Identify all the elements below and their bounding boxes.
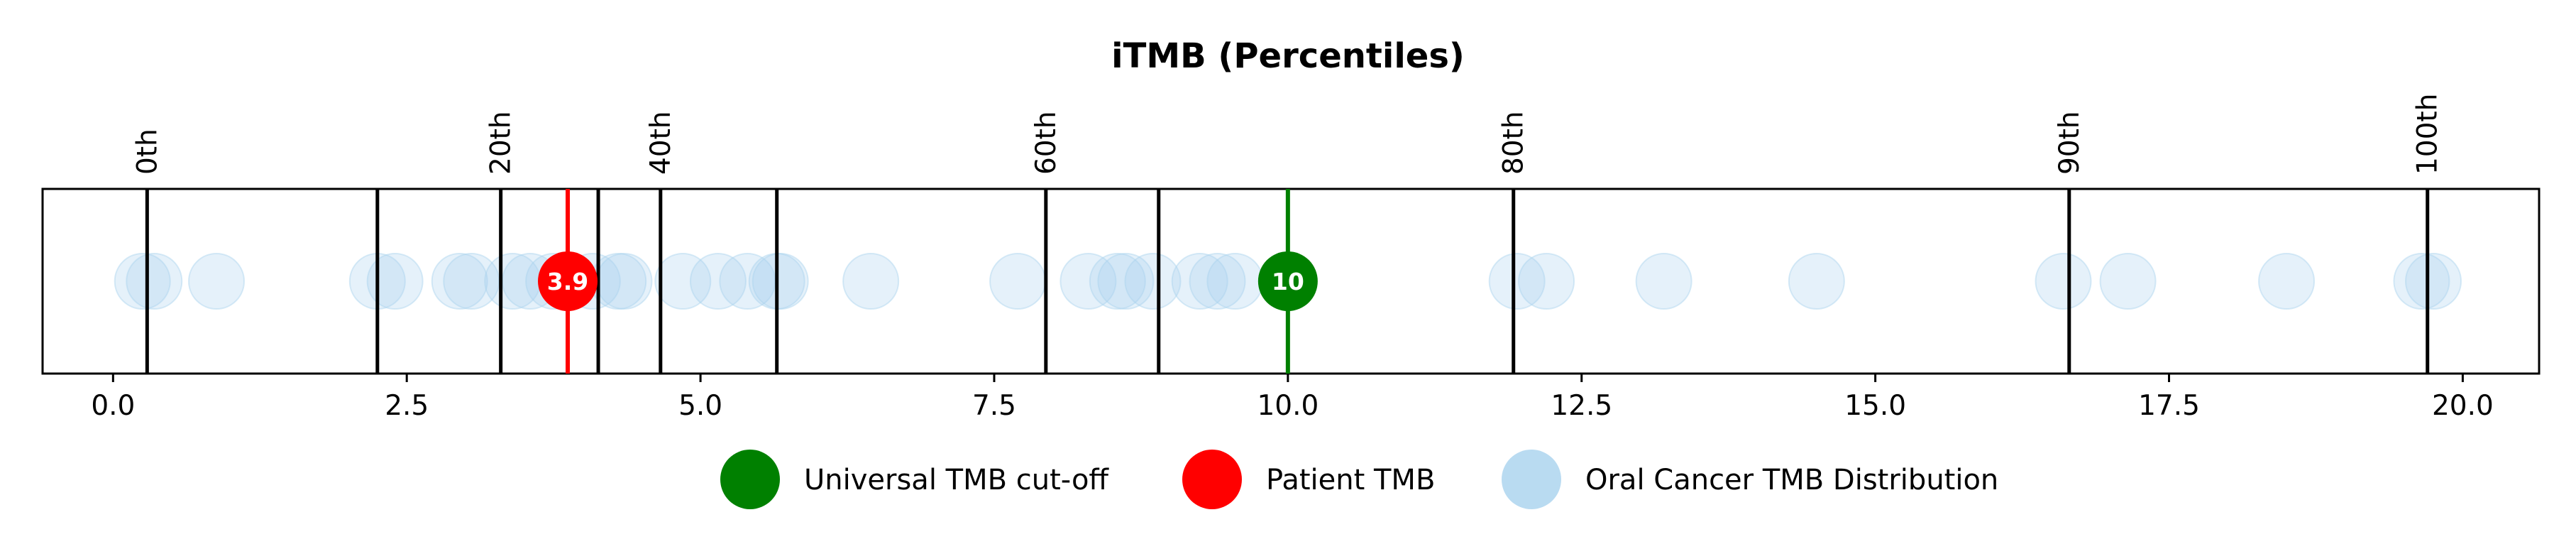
percentile-label: 60th <box>1030 111 1062 175</box>
distribution-point <box>1518 253 1575 310</box>
distribution-point <box>1171 253 1228 310</box>
distribution-point <box>1206 253 1264 310</box>
x-tick-label: 15.0 <box>1844 390 1906 422</box>
distribution-point <box>2099 253 2157 310</box>
x-tick-label: 0.0 <box>91 390 135 422</box>
distribution-point <box>1788 253 1845 310</box>
percentile-label: 0th <box>131 129 163 175</box>
legend-label: Patient TMB <box>1266 464 1435 496</box>
distribution-point <box>989 253 1047 310</box>
distribution-point <box>366 253 424 310</box>
distribution-point <box>1097 253 1155 310</box>
legend-marker <box>1182 450 1242 509</box>
chart-title: iTMB (Percentiles) <box>1111 36 1465 76</box>
legend-marker <box>720 450 780 509</box>
percentile-label: 100th <box>2412 94 2444 175</box>
distribution-point <box>188 253 246 310</box>
x-tick-label: 20.0 <box>2432 390 2494 422</box>
universal-cutoff-marker <box>1257 251 1318 311</box>
x-tick-label: 17.5 <box>2138 390 2200 422</box>
distribution-point <box>1635 253 1692 310</box>
distribution-point <box>1488 253 1546 310</box>
legend-marker <box>1502 450 1561 509</box>
distribution-point <box>431 253 488 310</box>
distribution-point <box>752 253 809 310</box>
distribution-point <box>1059 253 1117 310</box>
x-tick-label: 12.5 <box>1551 390 1612 422</box>
distribution-point <box>654 253 712 310</box>
percentile-label: 90th <box>2054 111 2086 175</box>
legend: Universal TMB cut-off Patient TMB Oral Can… <box>720 450 1998 509</box>
distribution-point <box>2393 253 2450 310</box>
percentile-label: 20th <box>485 111 517 175</box>
x-tick-label: 7.5 <box>972 390 1016 422</box>
distribution-point <box>114 253 171 310</box>
plot-area: 0th 20th 40th 60th 80th 90th 100th 3.9 10 0.0 2.5 5… <box>41 94 2541 422</box>
percentile-label: 80th <box>1498 111 1530 175</box>
distribution-point <box>2035 253 2092 310</box>
distribution-point <box>2405 253 2462 310</box>
legend-label: Universal TMB cut-off <box>804 464 1109 496</box>
distribution-point <box>1189 253 1246 310</box>
universal-cutoff-label: 10 <box>1272 268 1304 295</box>
percentile-label: 40th <box>645 111 677 175</box>
distribution-point <box>1089 253 1146 310</box>
distribution-point <box>595 253 653 310</box>
distribution-point <box>2258 253 2316 310</box>
x-tick-label: 5.0 <box>678 390 722 422</box>
legend-label: Oral Cancer TMB Distribution <box>1585 464 1998 496</box>
patient-tmb-label: 3.9 <box>547 268 588 295</box>
patient-tmb-marker <box>538 251 598 311</box>
plot-frame <box>41 187 2541 375</box>
x-tick-label: 10.0 <box>1257 390 1319 422</box>
distribution-point <box>126 253 183 310</box>
distribution-point <box>1124 253 1182 310</box>
distribution-point <box>842 253 900 310</box>
x-tick-label: 2.5 <box>385 390 429 422</box>
distribution-point <box>689 253 747 310</box>
